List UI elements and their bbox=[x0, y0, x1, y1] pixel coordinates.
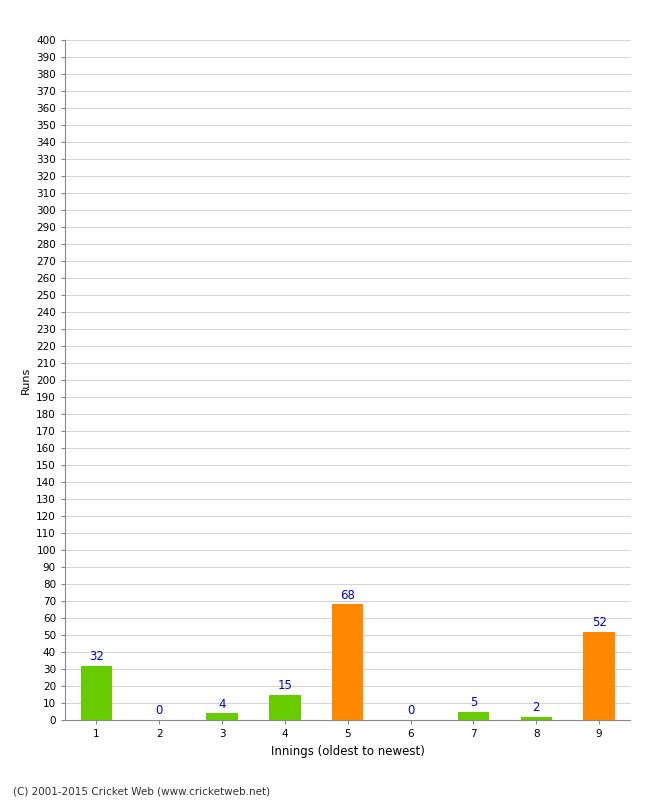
Bar bbox=[521, 717, 552, 720]
Bar bbox=[207, 714, 238, 720]
Text: 5: 5 bbox=[470, 696, 477, 709]
Bar bbox=[81, 666, 112, 720]
Bar bbox=[458, 711, 489, 720]
Text: 0: 0 bbox=[407, 705, 414, 718]
Text: 32: 32 bbox=[89, 650, 104, 663]
Text: 0: 0 bbox=[155, 705, 163, 718]
Text: 15: 15 bbox=[278, 679, 292, 692]
Bar bbox=[584, 632, 615, 720]
Bar bbox=[269, 694, 300, 720]
Text: 4: 4 bbox=[218, 698, 226, 710]
X-axis label: Innings (oldest to newest): Innings (oldest to newest) bbox=[271, 745, 424, 758]
Bar bbox=[332, 605, 363, 720]
Text: 2: 2 bbox=[532, 701, 540, 714]
Text: 52: 52 bbox=[592, 616, 606, 629]
Text: 68: 68 bbox=[341, 589, 355, 602]
Text: (C) 2001-2015 Cricket Web (www.cricketweb.net): (C) 2001-2015 Cricket Web (www.cricketwe… bbox=[13, 786, 270, 796]
Y-axis label: Runs: Runs bbox=[21, 366, 31, 394]
